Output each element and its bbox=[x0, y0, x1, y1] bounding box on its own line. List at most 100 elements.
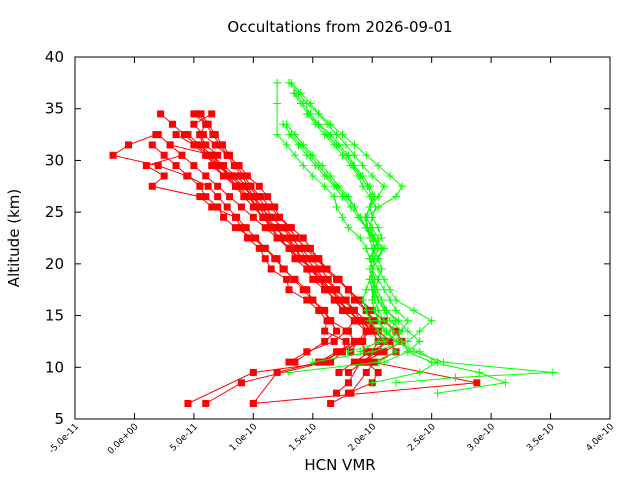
series-0-point bbox=[333, 286, 341, 294]
series-0-point bbox=[264, 193, 272, 201]
series-0-point bbox=[366, 327, 374, 335]
y-tick-label: 40 bbox=[45, 48, 64, 66]
series-0-point bbox=[271, 255, 279, 263]
series-1-point bbox=[338, 130, 347, 139]
series-1-point bbox=[358, 182, 367, 191]
series-0-point bbox=[249, 193, 257, 201]
series-0-point bbox=[280, 265, 288, 273]
series-1-point bbox=[332, 202, 341, 211]
series-0-point bbox=[327, 399, 335, 407]
series-0-point bbox=[344, 379, 352, 387]
series-0-point bbox=[245, 182, 253, 190]
series-0-point bbox=[350, 306, 358, 314]
series-0-point bbox=[350, 296, 358, 304]
series-1-point bbox=[296, 99, 305, 108]
series-0-point bbox=[275, 234, 283, 242]
series-0-point bbox=[148, 141, 156, 149]
series-1-point bbox=[362, 151, 371, 160]
series-0-point bbox=[339, 296, 346, 304]
series-0-profile-10-line bbox=[111, 134, 338, 363]
series-0-point bbox=[249, 213, 257, 221]
series-1-point bbox=[403, 316, 412, 325]
series-0-point bbox=[172, 162, 180, 170]
series-0-point bbox=[283, 234, 291, 242]
series-0-point bbox=[299, 286, 307, 294]
series-1-point bbox=[282, 120, 291, 129]
series-0-point bbox=[330, 337, 338, 345]
series-0-point bbox=[223, 151, 231, 159]
series-0-point bbox=[295, 255, 303, 263]
series-1-point bbox=[403, 347, 412, 356]
series-0-point bbox=[285, 224, 293, 232]
series-1-point bbox=[368, 347, 377, 356]
series-0-point bbox=[275, 213, 283, 221]
series-1-point bbox=[282, 140, 291, 149]
series-0-point bbox=[291, 358, 299, 366]
y-tick-label: 10 bbox=[45, 358, 64, 376]
x-tick-label: 1.0e-10 bbox=[228, 422, 260, 454]
series-1-point bbox=[409, 306, 418, 315]
series-0-point bbox=[285, 358, 293, 366]
series-0-point bbox=[168, 120, 176, 128]
series-0-point bbox=[350, 358, 358, 366]
series-1-point bbox=[344, 347, 353, 356]
series-0-point bbox=[299, 255, 307, 263]
series-1-point bbox=[415, 368, 424, 377]
series-0-point bbox=[202, 120, 210, 128]
series-1-point bbox=[415, 327, 424, 336]
series-0-point bbox=[333, 348, 341, 356]
series-0-point bbox=[287, 234, 295, 242]
series-1-profile-7-line bbox=[288, 82, 421, 363]
y-tick-label: 20 bbox=[45, 255, 64, 273]
series-0-point bbox=[315, 306, 323, 314]
series-0-point bbox=[362, 327, 370, 335]
series-1-point bbox=[548, 368, 557, 377]
series-1-point bbox=[371, 202, 380, 211]
series-1-point bbox=[386, 327, 395, 336]
series-1-point bbox=[358, 161, 367, 170]
series-0-point bbox=[344, 368, 352, 376]
series-0-point bbox=[283, 275, 291, 283]
series-0-point bbox=[254, 193, 262, 201]
series-0-point bbox=[267, 224, 275, 232]
series-0-point bbox=[327, 317, 335, 325]
series-0-point bbox=[180, 131, 188, 139]
series-1-point bbox=[320, 130, 329, 139]
series-0-point bbox=[237, 203, 245, 211]
series-0-point bbox=[333, 389, 341, 397]
series-1-point bbox=[299, 161, 308, 170]
series-1-point bbox=[285, 78, 293, 87]
series-0-point bbox=[109, 151, 117, 159]
series-0-point bbox=[148, 182, 156, 190]
series-0-point bbox=[240, 193, 248, 201]
x-tick-label: 1.5e-10 bbox=[287, 422, 319, 454]
series-0-point bbox=[142, 162, 150, 170]
series-0-point bbox=[264, 213, 272, 221]
series-0-point bbox=[154, 162, 162, 170]
series-1-point bbox=[368, 265, 377, 274]
series-0-point bbox=[204, 182, 212, 190]
series-1-point bbox=[350, 140, 359, 149]
series-0-point bbox=[266, 203, 274, 211]
series-1-point bbox=[392, 192, 400, 201]
series-0-point bbox=[303, 286, 311, 294]
series-1-point bbox=[338, 213, 347, 222]
series-0-point bbox=[309, 275, 317, 283]
series-1-point bbox=[342, 140, 351, 149]
series-1-point bbox=[330, 182, 339, 191]
series-0-point bbox=[232, 224, 239, 232]
series-0-point bbox=[209, 151, 217, 159]
series-1-point bbox=[380, 306, 389, 315]
series-0-point bbox=[184, 399, 192, 407]
series-0-point bbox=[230, 162, 238, 170]
series-1-point bbox=[386, 171, 395, 180]
series-0-point bbox=[318, 275, 326, 283]
series-1-point bbox=[318, 161, 327, 170]
series-0-point bbox=[199, 131, 207, 139]
series-0-point bbox=[216, 141, 224, 149]
series-1-point bbox=[308, 171, 317, 180]
series-0-point bbox=[190, 162, 198, 170]
series-1-point bbox=[433, 389, 442, 398]
series-1-point bbox=[392, 337, 400, 346]
series-1-point bbox=[346, 202, 355, 211]
